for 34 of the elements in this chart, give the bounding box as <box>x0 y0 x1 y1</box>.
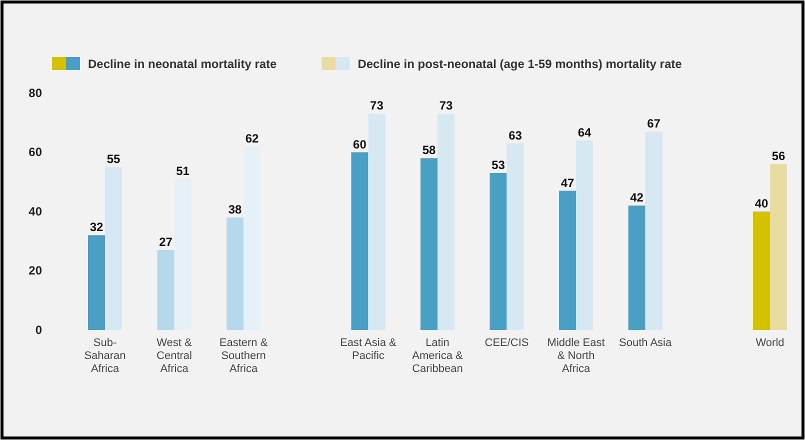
x-tick-label: Latin America & Caribbean <box>412 337 464 375</box>
data-label: 63 <box>508 128 522 142</box>
x-tick-label: Eastern & Southern Africa <box>219 337 268 375</box>
data-label: 67 <box>647 116 661 131</box>
data-label: 58 <box>422 143 436 158</box>
x-tick-label: Middle East & North Africa <box>547 337 605 375</box>
data-label: 73 <box>370 98 384 113</box>
data-label: 53 <box>492 158 506 172</box>
x-tick-label: World <box>756 337 784 349</box>
x-tick-label: South Asia <box>619 337 672 349</box>
data-label: 47 <box>560 176 575 190</box>
data-label: 55 <box>106 152 120 166</box>
data-label: 60 <box>353 137 367 152</box>
data-label: 62 <box>245 131 260 146</box>
x-tick-label: East Asia & Pacific <box>340 337 398 362</box>
y-tick-label: 20 <box>28 264 42 278</box>
legend-label: Decline in post-neonatal (age 1-59 months) mortality rate <box>358 57 682 71</box>
data-label: 64 <box>578 125 592 140</box>
y-tick-label: 60 <box>28 145 42 160</box>
data-label: 73 <box>439 98 453 113</box>
x-tick-label: West & Central Africa <box>156 337 193 375</box>
data-label: 38 <box>228 202 242 216</box>
y-tick-label: 80 <box>28 86 42 100</box>
x-tick-label: CEE/CIS <box>484 337 529 349</box>
x-tick-label: Sub-Saharan Africa <box>84 337 126 375</box>
data-label: 32 <box>90 220 104 234</box>
legend-label: Decline in neonatal mortality rate <box>88 57 278 71</box>
y-tick-label: 0 <box>35 322 42 337</box>
data-label: 40 <box>754 196 768 210</box>
data-label: 56 <box>772 149 786 164</box>
y-tick-label: 40 <box>28 204 42 218</box>
data-label: 51 <box>176 164 190 178</box>
data-label: 27 <box>159 235 173 250</box>
data-label: 42 <box>630 190 644 205</box>
